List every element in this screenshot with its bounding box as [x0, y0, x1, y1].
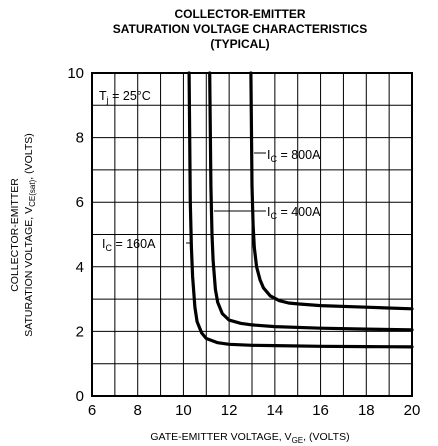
y-axis-label: COLLECTOR-EMITTER SATURATION VOLTAGE, VC…: [9, 133, 37, 337]
x-tick-label-8: 8: [134, 402, 142, 419]
x-axis-label-prefix: GATE-EMITTER VOLTAGE, V: [150, 431, 291, 443]
x-axis-label-suffix: , (VOLTS): [303, 431, 349, 443]
x-tick-label-12: 12: [221, 402, 238, 419]
label-leaders: [186, 152, 266, 244]
series-label-400a-suffix: = 400A: [277, 205, 321, 219]
series-label-400a-prefix: I: [267, 205, 270, 219]
y-axis-label-line-2-sub: CE(sat): [28, 179, 37, 206]
y-axis-label-line-1: COLLECTOR-EMITTER: [9, 178, 21, 292]
y-tick-label-0: 0: [76, 388, 84, 405]
condition-sub: j: [106, 95, 109, 105]
x-tick-label-18: 18: [358, 402, 375, 419]
series-label-800a-suffix: = 800A: [277, 148, 321, 162]
condition-prefix: T: [99, 89, 107, 103]
y-tick-label-6: 6: [76, 194, 84, 211]
chart-title-line-2: SATURATION VOLTAGE CHARACTERISTICS: [113, 22, 367, 36]
series-label-160a: IC = 160A: [102, 237, 156, 253]
curve-400a: [208, 71, 414, 332]
y-axis-label-line-2: SATURATION VOLTAGE, VCE(sat), (VOLTS): [23, 133, 37, 337]
y-axis-label-line-2-suffix: , (VOLTS): [23, 133, 35, 179]
y-tick-label-10: 10: [67, 65, 84, 82]
y-tick-label-2: 2: [76, 323, 84, 340]
x-axis-label-sub: GE: [292, 436, 304, 445]
series-label-800a: IC = 800A: [267, 148, 321, 164]
chart-title-line-3: (TYPICAL): [210, 37, 269, 51]
series-label-160a-prefix: I: [102, 237, 105, 251]
y-axis-label-line-2-prefix: SATURATION VOLTAGE, V: [23, 207, 35, 337]
curve-160a: [187, 71, 414, 349]
series-label-800a-prefix: I: [267, 148, 270, 162]
chart-title-line-1: COLLECTOR-EMITTER: [174, 7, 305, 21]
y-tick-label-8: 8: [76, 130, 84, 147]
curve-800a: [249, 71, 414, 311]
series-label-400a: IC = 400A: [267, 205, 321, 221]
x-tick-label-14: 14: [267, 402, 284, 419]
condition-suffix: = 25°C: [109, 89, 151, 103]
x-tick-label-20: 20: [404, 402, 421, 419]
y-tick-label-4: 4: [76, 259, 84, 276]
x-tick-label-10: 10: [175, 402, 192, 419]
x-axis-label: GATE-EMITTER VOLTAGE, VGE, (VOLTS): [150, 431, 349, 445]
curves: [187, 71, 414, 349]
x-tick-label-16: 16: [312, 402, 329, 419]
series-label-160a-suffix: = 160A: [112, 237, 156, 251]
series-label-400a-sub: C: [270, 211, 277, 221]
temperature-condition: Tj = 25°C: [99, 89, 151, 105]
tick-labels: 6 8 10 12 14 16 18 20 0 2 4 6 8 10: [67, 65, 420, 419]
series-label-160a-sub: C: [105, 243, 112, 253]
x-tick-label-6: 6: [88, 402, 96, 419]
series-label-800a-sub: C: [270, 154, 277, 164]
